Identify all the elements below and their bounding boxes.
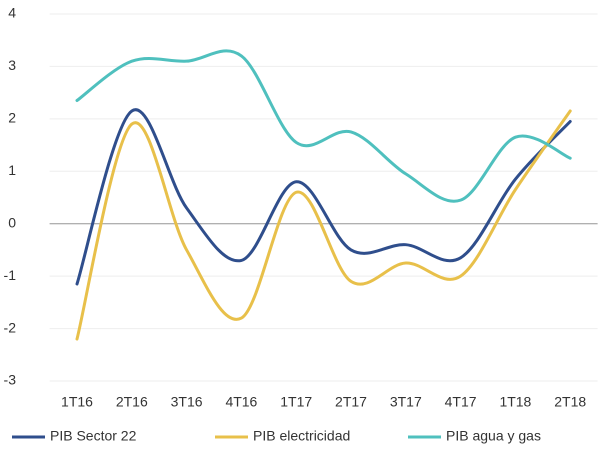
legend-label: PIB electricidad [253, 428, 350, 444]
y-tick-label: 2 [8, 110, 16, 126]
x-tick-label: 1T18 [499, 394, 531, 410]
legend-label: PIB Sector 22 [50, 428, 137, 444]
x-tick-label: 1T17 [280, 394, 312, 410]
x-tick-label: 2T16 [116, 394, 148, 410]
legend-label: PIB agua y gas [446, 428, 541, 444]
y-tick-label: 3 [8, 57, 16, 73]
y-tick-label: -2 [4, 319, 17, 335]
x-tick-label: 2T18 [554, 394, 586, 410]
y-tick-label: -3 [4, 372, 17, 388]
y-tick-label: 4 [8, 5, 16, 21]
x-tick-label: 3T17 [390, 394, 422, 410]
x-tick-label: 4T17 [445, 394, 477, 410]
y-tick-label: 0 [8, 214, 16, 230]
y-tick-label: 1 [8, 162, 16, 178]
series-line [75, 108, 572, 286]
x-tick-label: 2T17 [335, 394, 367, 410]
x-tick-label: 3T16 [171, 394, 203, 410]
series-line [75, 109, 572, 341]
y-tick-label: -1 [4, 267, 17, 283]
series-line [75, 49, 572, 203]
x-tick-label: 4T16 [225, 394, 257, 410]
x-tick-label: 1T16 [61, 394, 93, 410]
